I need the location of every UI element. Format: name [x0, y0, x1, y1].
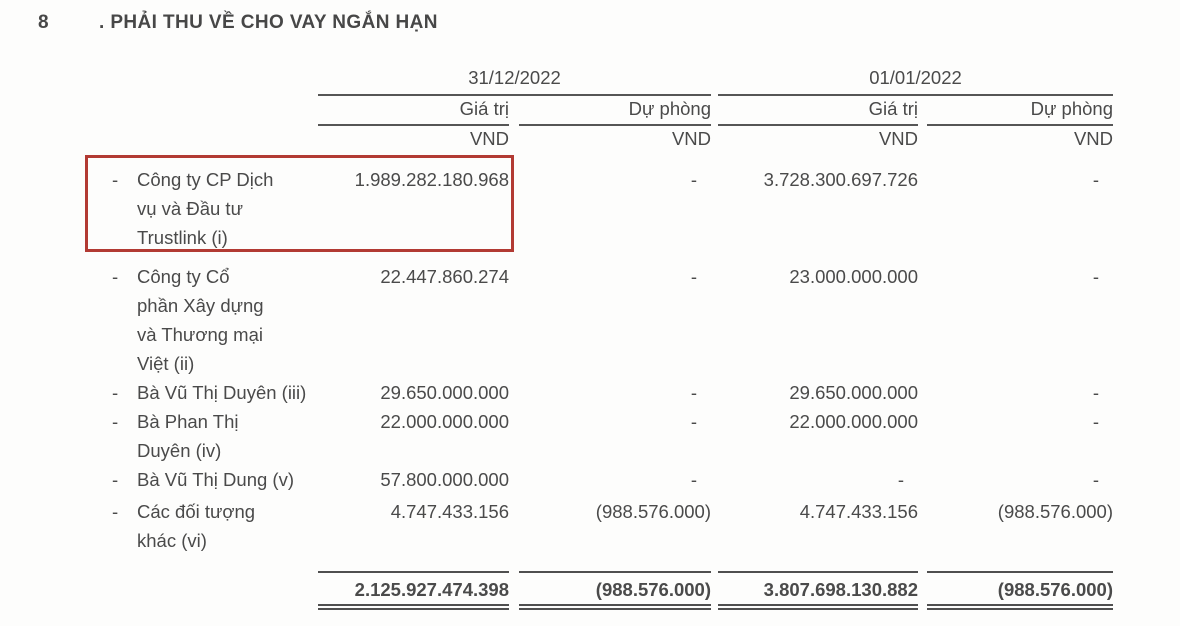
column-header-row: Giá trị Dự phòng Giá trị Dự phòng [110, 96, 1113, 126]
amount-cell: - [690, 382, 697, 403]
provision-column-header: Dự phòng [519, 97, 711, 126]
date-group-cell: 01/01/2022 [711, 62, 1113, 96]
row-label: Công ty Cổ phần Xây dựng và Thương mại V… [137, 266, 264, 374]
total-amount: (988.576.000) [519, 571, 711, 610]
column-header-cell: Dự phòng [509, 96, 711, 126]
table-row-vu-thi-duyen: - Bà Vũ Thị Duyên (iii) 29.650.000.000 -… [110, 378, 1113, 407]
amount-cell: - [690, 469, 697, 490]
total-cell: 2.125.927.474.398 [318, 571, 509, 610]
currency-unit: VND [671, 128, 711, 149]
amount-cell: - [1092, 169, 1099, 190]
currency-unit: VND [1073, 128, 1113, 149]
table-row-phan-thi-duyen: - Bà Phan Thị Duyên (iv) 22.000.000.000 … [110, 407, 1113, 465]
currency-unit: VND [878, 128, 918, 149]
row-label-cell: - Công ty CP Dịch vụ và Đầu tư Trustlink… [110, 165, 318, 262]
amount-cell: 22.000.000.000 [789, 411, 918, 432]
row-bullet: - [112, 382, 119, 403]
row-bullet: - [112, 501, 119, 522]
date-header-current: 31/12/2022 [318, 65, 711, 96]
amount-cell: - [690, 411, 697, 432]
amount-cell: 29.650.000.000 [789, 382, 918, 403]
section-number: 8 [38, 12, 49, 33]
empty-cell [110, 571, 318, 610]
row-label: Bà Vũ Thị Duyên (iii) [137, 382, 307, 403]
amount-cell: - [897, 469, 904, 490]
amount-cell: - [690, 169, 697, 190]
amount-cell: 22.447.860.274 [380, 266, 509, 287]
amount-cell: 29.650.000.000 [380, 382, 509, 403]
row-label-cell: - Bà Vũ Thị Dung (v) [110, 465, 318, 497]
table-row-trustlink: - Công ty CP Dịch vụ và Đầu tư Trustlink… [110, 165, 1113, 262]
amount-cell: - [1092, 382, 1099, 403]
row-label: Các đối tượng khác (vi) [137, 501, 256, 551]
amount-cell: (988.576.000) [595, 501, 711, 522]
spacer-row [110, 152, 1113, 165]
amount-cell: (988.576.000) [997, 501, 1113, 522]
row-label: Công ty CP Dịch vụ và Đầu tư Trustlink (… [137, 169, 274, 248]
row-bullet: - [112, 411, 119, 432]
provision-column-header: Dự phòng [927, 97, 1113, 126]
receivables-table: 31/12/2022 01/01/2022 Giá trị Dự phòng G… [110, 62, 1113, 610]
amount-cell: - [1092, 411, 1099, 432]
table-row-others: - Các đối tượng khác (vi) 4.747.433.156 … [110, 497, 1113, 555]
amount-cell: 23.000.000.000 [789, 266, 918, 287]
amount-cell: 22.000.000.000 [380, 411, 509, 432]
table-row-vu-thi-dung: - Bà Vũ Thị Dung (v) 57.800.000.000 - - … [110, 465, 1113, 497]
column-header-cell: Giá trị [318, 96, 509, 126]
row-bullet: - [112, 469, 119, 490]
amount-cell: - [1092, 469, 1099, 490]
amount-cell: 57.800.000.000 [380, 469, 509, 490]
empty-cell [110, 96, 318, 126]
spacer-row [110, 555, 1113, 571]
row-label: Bà Phan Thị Duyên (iv) [137, 411, 239, 461]
amount-cell: 3.728.300.697.726 [763, 169, 918, 190]
amount-cell: 4.747.433.156 [390, 501, 509, 522]
date-header-prior: 01/01/2022 [718, 65, 1113, 96]
row-bullet: - [112, 169, 119, 190]
total-amount: 2.125.927.474.398 [318, 571, 509, 610]
row-label-cell: - Bà Phan Thị Duyên (iv) [110, 407, 318, 465]
row-label-cell: - Các đối tượng khác (vi) [110, 497, 318, 555]
empty-cell [110, 126, 318, 152]
empty-cell [110, 62, 318, 96]
section-title-text: . PHẢI THU VỀ CHO VAY NGẮN HẠN [98, 12, 438, 33]
amount-cell: 1.989.282.180.968 [354, 169, 509, 190]
total-cell: 3.807.698.130.882 [711, 571, 918, 610]
amount-cell: 4.747.433.156 [799, 501, 918, 522]
section-title: 8 . PHẢI THU VỀ CHO VAY NGẮN HẠN [38, 12, 438, 34]
row-label: Bà Vũ Thị Dung (v) [137, 469, 294, 490]
row-label-cell: - Công ty Cổ phần Xây dựng và Thương mại… [110, 262, 318, 378]
currency-unit: VND [469, 128, 509, 149]
row-label-cell: - Bà Vũ Thị Duyên (iii) [110, 378, 318, 407]
value-column-header: Giá trị [318, 97, 509, 126]
totals-row: 2.125.927.474.398 (988.576.000) 3.807.69… [110, 571, 1113, 610]
table-row-viet-construction: - Công ty Cổ phần Xây dựng và Thương mại… [110, 262, 1113, 378]
column-header-cell: Giá trị [711, 96, 918, 126]
row-bullet: - [112, 266, 119, 287]
total-cell: (988.576.000) [918, 571, 1113, 610]
date-header-row: 31/12/2022 01/01/2022 [110, 62, 1113, 96]
value-column-header: Giá trị [718, 97, 918, 126]
amount-cell: - [1092, 266, 1099, 287]
total-amount: 3.807.698.130.882 [718, 571, 918, 610]
date-group-cell: 31/12/2022 [318, 62, 711, 96]
column-header-cell: Dự phòng [918, 96, 1113, 126]
amount-cell: - [690, 266, 697, 287]
unit-row: VND VND VND VND [110, 126, 1113, 152]
total-amount: (988.576.000) [927, 571, 1113, 610]
total-cell: (988.576.000) [509, 571, 711, 610]
